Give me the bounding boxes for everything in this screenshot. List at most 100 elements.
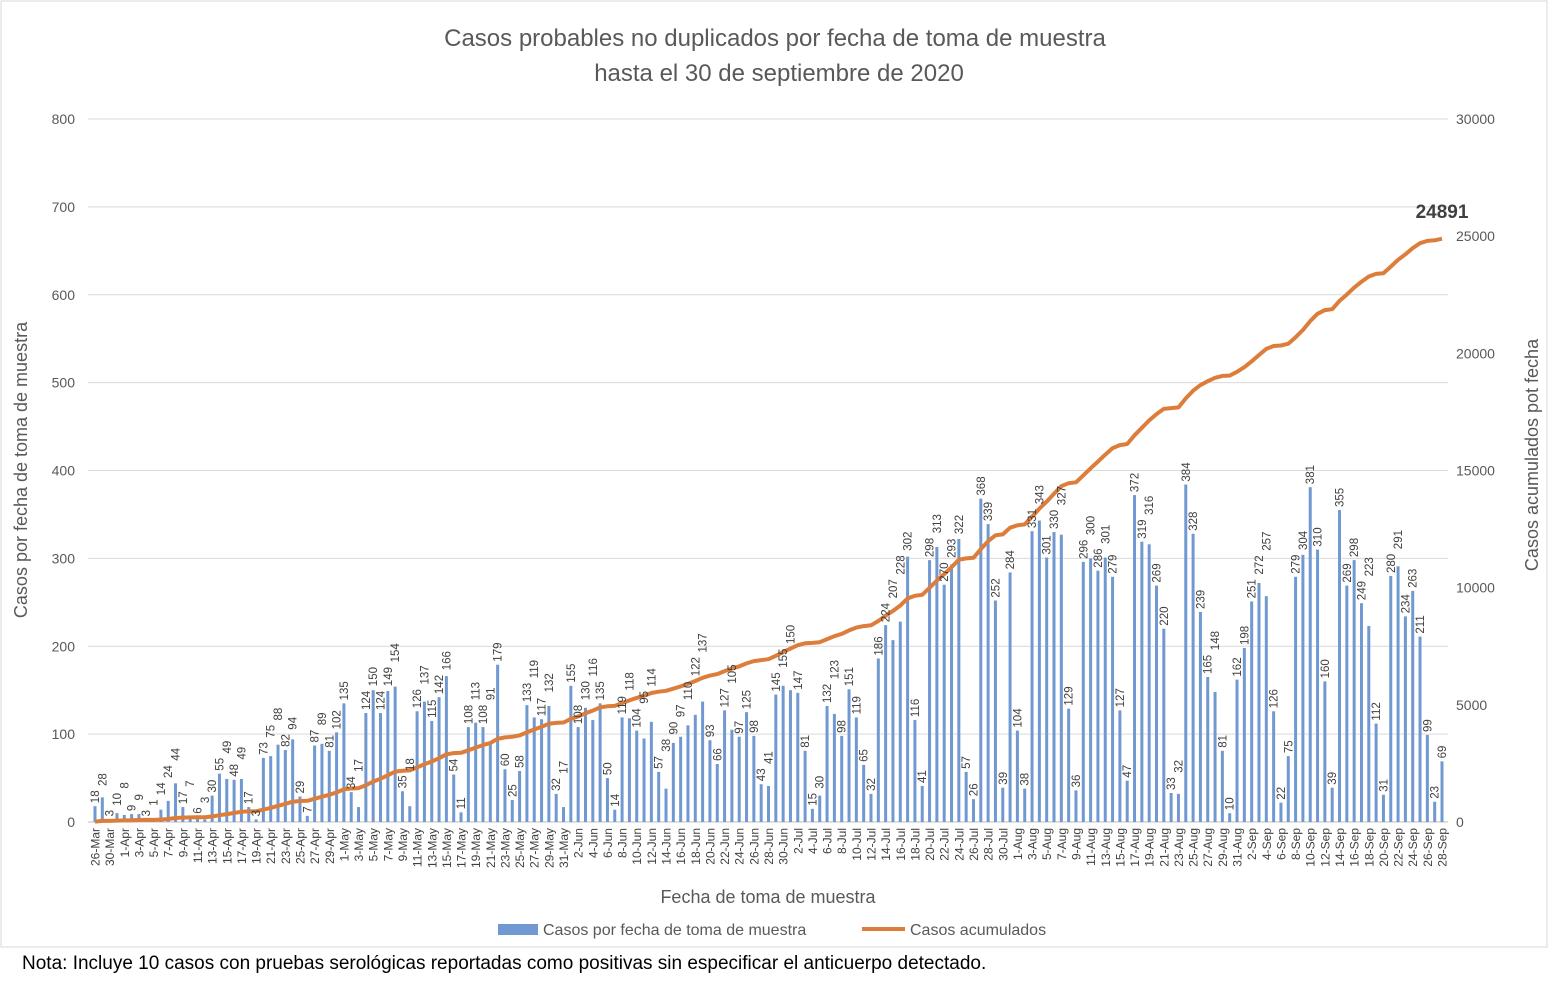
- x-tick-label: 31-Aug: [1231, 828, 1245, 867]
- bar-data-label: 127: [1115, 688, 1127, 707]
- bar-data-label: 94: [288, 716, 300, 729]
- bar: [1228, 813, 1232, 822]
- bar: [130, 814, 134, 822]
- bar-data-label: 310: [1313, 527, 1325, 546]
- x-tick-label: 25-Apr: [294, 828, 308, 864]
- bar: [554, 793, 558, 822]
- bar-data-label: 135: [595, 681, 607, 700]
- bar-data-label: 234: [1400, 594, 1412, 614]
- bar: [935, 546, 939, 822]
- bar: [261, 757, 265, 822]
- x-tick-label: 22-Sep: [1392, 828, 1406, 867]
- bar: [1103, 557, 1107, 822]
- x-tick-label: 30-Jun: [777, 828, 791, 865]
- x-tick-label: 21-Aug: [1157, 828, 1171, 867]
- bar: [1052, 532, 1056, 822]
- bar: [1250, 601, 1254, 822]
- bar: [664, 788, 668, 822]
- bar-data-label: 81: [1217, 735, 1229, 748]
- bar: [979, 498, 983, 822]
- x-tick-label: 20-Jul: [923, 828, 937, 861]
- bar-data-label: 147: [793, 671, 805, 690]
- bar: [1279, 802, 1283, 822]
- x-tick-label: 25-May: [513, 828, 527, 868]
- bar: [1147, 544, 1151, 822]
- bar-data-label: 291: [1393, 530, 1405, 549]
- bar-data-label: 11: [456, 797, 468, 809]
- bar: [1074, 790, 1078, 822]
- bar: [627, 718, 631, 822]
- bar: [210, 795, 214, 822]
- bar: [1206, 677, 1210, 822]
- bar: [371, 690, 375, 822]
- bar: [503, 769, 507, 822]
- bar: [1169, 793, 1173, 822]
- bar: [737, 736, 741, 822]
- bar-data-label: 30: [815, 776, 827, 789]
- bar: [298, 796, 302, 822]
- bar: [1345, 585, 1349, 822]
- x-tick-label: 29-Apr: [323, 828, 337, 864]
- bar-data-label: 3: [200, 797, 212, 803]
- bar-series: [93, 484, 1444, 822]
- bar-data-label: 162: [1232, 657, 1244, 676]
- x-tick-label: 18-Sep: [1362, 828, 1376, 867]
- bar-data-label: 43: [756, 768, 768, 781]
- bar-data-label: 220: [1159, 607, 1171, 626]
- bar-data-label: 41: [764, 751, 776, 764]
- bar: [342, 703, 346, 822]
- x-tick-label: 21-May: [484, 828, 498, 868]
- bar: [767, 785, 770, 822]
- x-tick-label: 11-Aug: [1084, 828, 1098, 866]
- bar: [1030, 531, 1034, 822]
- bar-data-label: 3: [141, 810, 153, 816]
- legend-line-label: Casos acumulados: [910, 922, 1046, 939]
- bar-data-label: 75: [266, 725, 278, 738]
- bar-data-label: 73: [258, 742, 270, 755]
- bar-data-label: 151: [844, 667, 856, 686]
- bar: [642, 738, 646, 822]
- bar-data-label: 104: [632, 708, 644, 728]
- x-tick-label: 13-Aug: [1099, 828, 1113, 867]
- bar: [1396, 566, 1400, 822]
- x-tick-label: 27-Aug: [1201, 828, 1215, 867]
- bar: [928, 560, 932, 822]
- bar: [1015, 730, 1019, 822]
- bar: [803, 750, 807, 822]
- bar: [327, 750, 331, 822]
- bar: [679, 736, 683, 822]
- x-tick-label: 9-May: [396, 828, 410, 861]
- bar-data-label: 148: [1210, 631, 1222, 650]
- bar: [181, 807, 185, 822]
- x-tick-label: 29-Aug: [1216, 828, 1230, 867]
- bar: [701, 701, 705, 822]
- x-tick-label: 25-Aug: [1187, 828, 1201, 867]
- bar-data-label: 125: [742, 690, 754, 709]
- bar: [906, 556, 910, 822]
- bar: [686, 725, 690, 822]
- bar-data-label: 31: [1378, 779, 1390, 792]
- bar-data-label: 239: [1195, 590, 1207, 609]
- left-axis-ticks: 0 100 200 300 400 500 600 700 800: [52, 111, 76, 830]
- bar: [576, 727, 580, 822]
- bar: [730, 729, 734, 822]
- y-tick-label: 700: [52, 199, 76, 215]
- bar: [913, 720, 917, 822]
- bar-data-label: 119: [529, 660, 541, 678]
- footnote: Nota: Incluye 10 casos con pruebas serol…: [22, 953, 987, 974]
- y2-tick-label: 25000: [1456, 228, 1495, 244]
- bar: [283, 749, 287, 822]
- bar: [1359, 603, 1363, 822]
- bar: [620, 717, 624, 822]
- x-tick-label: 12-Jul: [865, 828, 879, 861]
- bar: [671, 742, 675, 822]
- x-tick-label: 8-Jul: [835, 828, 849, 854]
- bar: [957, 539, 961, 822]
- bar: [547, 706, 551, 822]
- bar-data-label: 319: [1137, 520, 1149, 539]
- bar-data-label: 38: [1020, 773, 1032, 786]
- bar-data-label: 252: [990, 578, 1002, 597]
- bar: [708, 740, 712, 822]
- bar-data-label: 123: [829, 660, 841, 679]
- bar-data-label: 22: [1276, 787, 1288, 800]
